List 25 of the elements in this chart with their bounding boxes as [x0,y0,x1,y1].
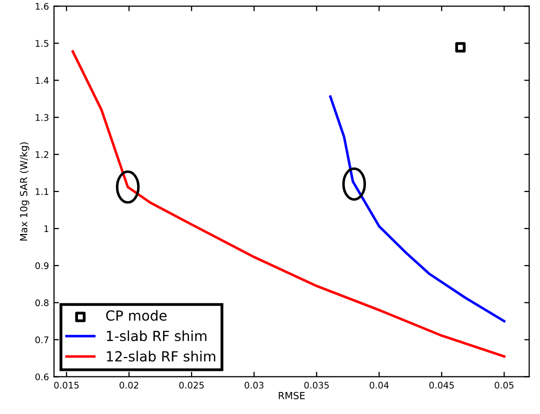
y-tick-label: 0.8 [35,299,49,306]
y-tick-label: 0.9 [35,262,49,270]
y-tick-label: 1 [44,225,48,232]
x-tick-label: 0.05 [494,382,514,389]
y-tick-label: 0.6 [35,373,49,380]
y-axis-title: Max 10g SAR (W/kg) [20,142,30,240]
legend-label: 12-slab RF shim [106,350,216,362]
x-tick-label: 0.03 [244,382,264,389]
y-tick-label: 1.5 [36,40,48,47]
y-tick-label: 1.4 [36,77,49,84]
x-tick-label: 0.015 [54,382,79,389]
y-tick-label: 1.6 [36,2,49,10]
y-tick-label: 1.1 [36,188,48,195]
legend-label: 1-slab RF shim [106,330,206,342]
x-tick-label: 0.045 [429,382,454,389]
x-axis-title: RMSE [278,392,305,400]
y-tick-label: 1.2 [36,151,48,158]
x-tick-label: 0.04 [370,382,389,389]
legend-label: CP mode [106,310,167,321]
y-tick-label: 0.7 [35,336,48,344]
line-series [329,95,506,322]
y-tick-label: 1.3 [36,114,48,121]
x-tick-label: 0.035 [304,382,329,389]
x-tick-label: 0.02 [120,382,138,389]
x-tick-label: 0.025 [179,382,204,389]
